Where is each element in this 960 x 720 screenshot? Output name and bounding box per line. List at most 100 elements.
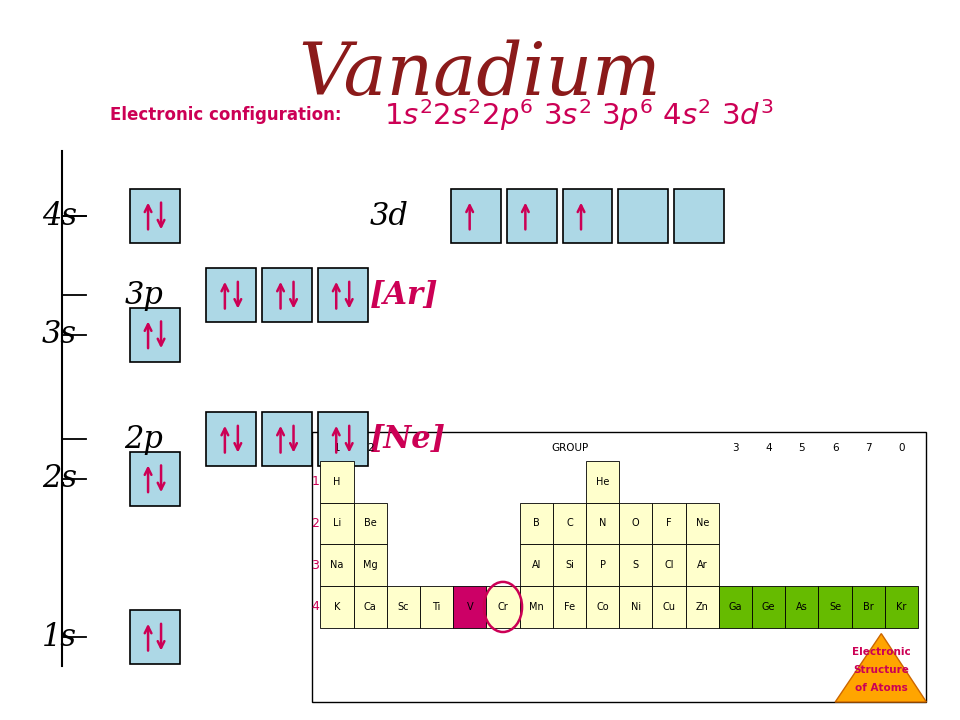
Bar	[618, 189, 668, 243]
Bar	[752, 586, 785, 628]
Bar	[420, 586, 453, 628]
Text: 2p: 2p	[125, 423, 163, 455]
Text: 1s: 1s	[42, 621, 77, 653]
Text: Vanadium: Vanadium	[299, 40, 661, 110]
Text: Ni: Ni	[631, 602, 641, 612]
Text: Electronic configuration:: Electronic configuration:	[110, 107, 342, 124]
Text: GROUP: GROUP	[551, 443, 588, 453]
Text: H: H	[333, 477, 341, 487]
Bar	[321, 461, 353, 503]
Polygon shape	[835, 634, 926, 702]
Text: Ar: Ar	[697, 560, 708, 570]
Text: 2s: 2s	[42, 463, 77, 495]
Text: 3p: 3p	[125, 279, 163, 311]
Bar	[487, 586, 519, 628]
Text: N: N	[599, 518, 607, 528]
Text: P: P	[600, 560, 606, 570]
Bar	[353, 544, 387, 586]
Bar	[451, 189, 501, 243]
Text: Ti: Ti	[432, 602, 441, 612]
Text: Structure: Structure	[853, 665, 909, 675]
Bar	[586, 503, 619, 544]
Bar	[586, 586, 619, 628]
Bar	[321, 544, 353, 586]
Bar	[318, 269, 368, 323]
Text: Si: Si	[564, 560, 574, 570]
Bar	[321, 503, 353, 544]
Bar	[685, 586, 719, 628]
Text: 2: 2	[311, 517, 320, 530]
Text: O: O	[632, 518, 639, 528]
Text: Kr: Kr	[897, 602, 906, 612]
Text: 5: 5	[799, 443, 805, 453]
Bar	[852, 586, 885, 628]
Bar	[262, 412, 312, 467]
Bar	[785, 586, 819, 628]
Text: Mn: Mn	[529, 602, 543, 612]
Text: [Ne]: [Ne]	[370, 423, 445, 455]
Text: Cr: Cr	[497, 602, 509, 612]
Text: 3: 3	[311, 559, 320, 572]
Bar	[586, 461, 619, 503]
Bar	[519, 544, 553, 586]
Bar	[353, 503, 387, 544]
Text: Ge: Ge	[762, 602, 776, 612]
Bar	[387, 586, 420, 628]
Text: 1: 1	[333, 443, 340, 453]
Bar	[619, 544, 653, 586]
Bar	[130, 452, 180, 505]
Text: [Ar]: [Ar]	[370, 279, 438, 311]
Text: of Atoms: of Atoms	[855, 683, 907, 693]
Text: Fe: Fe	[564, 602, 575, 612]
Bar	[453, 586, 487, 628]
Text: F: F	[666, 518, 672, 528]
Text: B: B	[533, 518, 540, 528]
Bar	[619, 503, 653, 544]
Bar	[719, 586, 752, 628]
Bar	[586, 544, 619, 586]
Text: 6: 6	[831, 443, 838, 453]
Bar	[519, 586, 553, 628]
Bar	[206, 269, 256, 323]
Bar	[206, 412, 256, 467]
Bar	[674, 189, 724, 243]
Bar	[507, 189, 557, 243]
Bar	[130, 189, 180, 243]
Bar	[685, 544, 719, 586]
Text: As: As	[796, 602, 807, 612]
Text: Cu: Cu	[662, 602, 676, 612]
Bar	[885, 586, 918, 628]
Text: 3: 3	[732, 443, 739, 453]
Bar	[653, 544, 685, 586]
Text: Zn: Zn	[696, 602, 708, 612]
Bar	[130, 307, 180, 361]
Bar	[519, 503, 553, 544]
Text: 0: 0	[899, 443, 904, 453]
Text: K: K	[334, 602, 340, 612]
Bar	[619, 586, 653, 628]
Text: 4: 4	[765, 443, 772, 453]
Text: Mg: Mg	[363, 560, 377, 570]
Text: Li: Li	[333, 518, 341, 528]
Text: 3d: 3d	[370, 200, 408, 232]
Text: 4: 4	[311, 600, 320, 613]
Text: 7: 7	[865, 443, 872, 453]
Text: 3s: 3s	[42, 319, 77, 351]
Text: Be: Be	[364, 518, 376, 528]
Bar	[653, 503, 685, 544]
Bar	[553, 586, 586, 628]
Text: Br: Br	[863, 602, 874, 612]
Bar	[563, 189, 612, 243]
Bar	[819, 586, 852, 628]
Text: Na: Na	[330, 560, 344, 570]
Bar	[318, 412, 368, 467]
Text: Co: Co	[596, 602, 609, 612]
Text: Ne: Ne	[696, 518, 708, 528]
Text: Electronic: Electronic	[852, 647, 911, 657]
Text: Sc: Sc	[397, 602, 409, 612]
Text: Se: Se	[829, 602, 841, 612]
Bar	[685, 503, 719, 544]
Text: S: S	[633, 560, 638, 570]
Text: C: C	[566, 518, 573, 528]
Bar	[553, 503, 586, 544]
